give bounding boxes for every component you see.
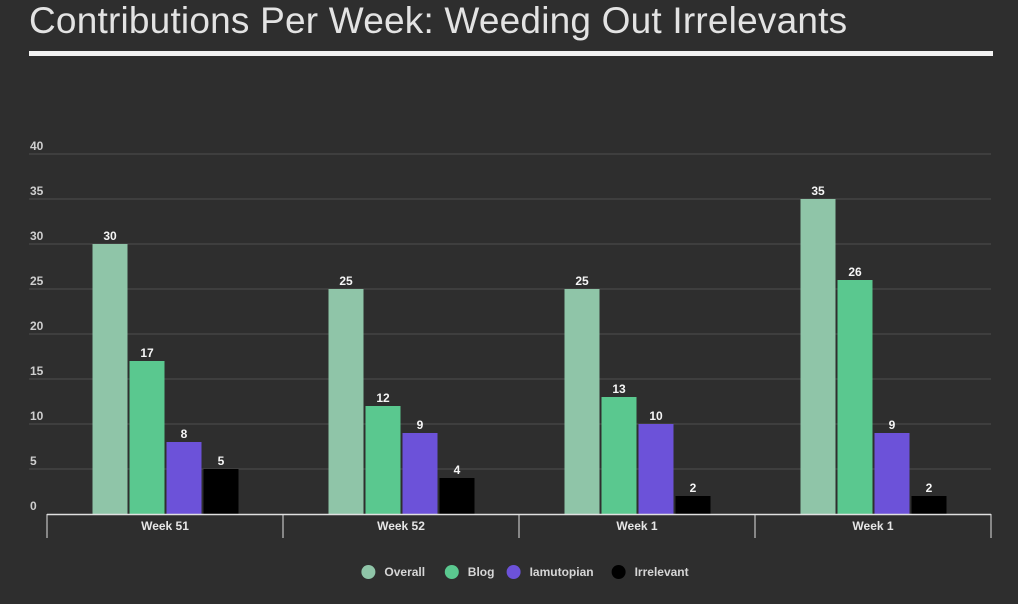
data-label: 4 [454,463,461,477]
bar-iamutopian [874,433,910,514]
bar-iamutopian [402,433,438,514]
y-tick-label: 20 [30,319,44,333]
legend-marker [506,565,521,579]
data-label: 30 [103,229,117,243]
title-underline [29,51,993,56]
x-tick-label: Week 1 [616,519,657,533]
data-label: 26 [848,265,862,279]
data-label: 12 [376,391,390,405]
legend-marker [361,565,376,579]
bar-overall [564,289,600,514]
legend-label: Iamutopian [530,565,594,579]
data-label: 25 [339,274,353,288]
data-label: 9 [889,418,896,432]
data-label: 5 [218,454,225,468]
bar-irrelevant [439,478,475,514]
bar-blog [837,280,873,514]
data-label: 35 [811,184,825,198]
x-tick-label: Week 52 [377,519,425,533]
bar-iamutopian [638,424,674,514]
bar-irrelevant [203,469,239,514]
bar-irrelevant [911,496,947,514]
data-label: 10 [649,409,663,423]
bar-iamutopian [166,442,202,514]
data-label: 2 [690,481,697,495]
legend-marker [611,565,626,579]
y-tick-label: 5 [30,454,37,468]
data-label: 8 [181,427,188,441]
data-label: 9 [417,418,424,432]
bar-irrelevant [675,496,711,514]
y-tick-label: 15 [30,364,44,378]
x-tick-label: Week 51 [141,519,189,533]
legend-label: Irrelevant [635,565,689,579]
data-label: 13 [612,382,626,396]
legend-label: Blog [468,565,495,579]
bar-blog [129,361,165,514]
legend-marker [444,565,459,579]
data-label: 17 [140,346,154,360]
bar-overall [328,289,364,514]
y-tick-label: 35 [30,184,44,198]
chart-title: Contributions Per Week: Weeding Out Irre… [29,0,848,41]
bar-blog [601,397,637,514]
y-tick-label: 0 [30,499,37,513]
x-tick-label: Week 1 [852,519,893,533]
bar-blog [365,406,401,514]
y-tick-label: 40 [30,139,44,153]
data-label: 25 [575,274,589,288]
y-tick-label: 30 [30,229,44,243]
legend-label: Overall [384,565,425,579]
y-tick-label: 10 [30,409,44,423]
bar-overall [800,199,836,514]
bar-overall [92,244,128,514]
data-label: 2 [926,481,933,495]
y-tick-label: 25 [30,274,44,288]
